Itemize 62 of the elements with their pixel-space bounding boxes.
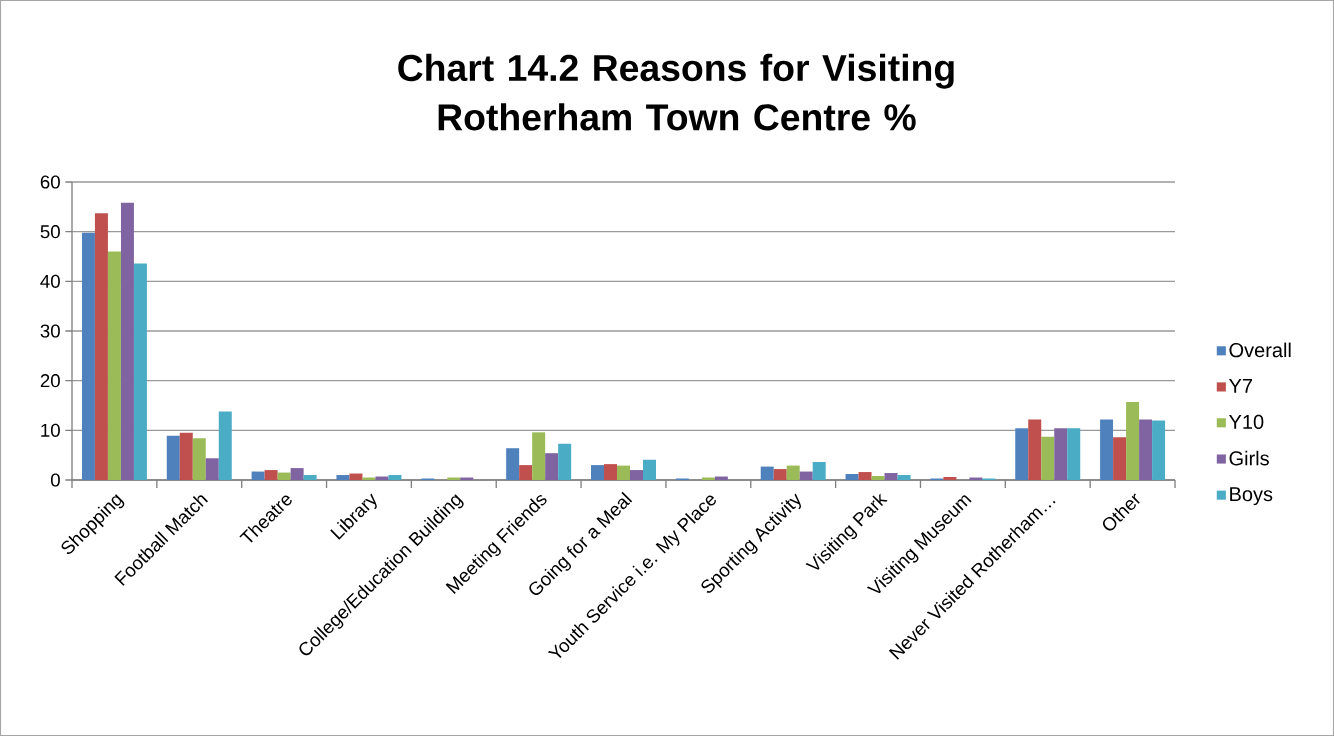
bar (519, 465, 533, 480)
y-tick-label: 10 (41, 423, 60, 437)
bar (1139, 419, 1153, 480)
bar (192, 438, 206, 480)
bar (1028, 419, 1042, 480)
bar (591, 465, 605, 480)
bar (884, 473, 898, 480)
bar (545, 453, 559, 480)
bar (107, 251, 121, 480)
legend-label: Girls (1229, 450, 1269, 466)
bar (1054, 428, 1068, 480)
bar (1152, 420, 1166, 480)
bar (1015, 428, 1029, 480)
bar (251, 471, 265, 480)
bar (205, 458, 219, 480)
legend-label: Y7 (1228, 379, 1253, 393)
bar (506, 448, 520, 480)
bar (290, 468, 304, 480)
bar (773, 469, 787, 480)
y-tick-label: 60 (40, 175, 60, 189)
legend-label: Y10 (1228, 414, 1264, 429)
bar (760, 466, 774, 480)
y-tick-label: 0 (50, 473, 60, 487)
bar (336, 475, 350, 480)
bar (532, 432, 546, 480)
bar (812, 462, 826, 480)
y-tick-label: 40 (40, 274, 60, 288)
bar (120, 202, 134, 480)
bar (277, 472, 291, 480)
bar (264, 470, 278, 480)
legend-label: Boys (1230, 487, 1273, 506)
bar (166, 435, 180, 480)
y-tick-label: 50 (40, 225, 60, 239)
bar (1113, 437, 1127, 480)
bar (630, 470, 644, 480)
legend-label: Overall (1229, 342, 1291, 358)
bar (179, 432, 193, 480)
y-tick-label: 20 (40, 374, 60, 388)
bar (845, 474, 859, 480)
bar (558, 443, 572, 480)
bar (786, 465, 800, 480)
bar (1041, 436, 1055, 480)
y-tick-label: 30 (40, 324, 60, 338)
bar (643, 459, 657, 480)
bar (943, 477, 957, 480)
bar (1100, 419, 1114, 480)
bar (303, 475, 317, 480)
bar (218, 411, 232, 480)
bar (94, 213, 108, 480)
chart-title: Chart 14.2 Reasons for Visiting Rotherham Town Centre % (398, 53, 954, 131)
bar (897, 475, 911, 480)
bar (871, 476, 885, 480)
bar (388, 475, 402, 480)
bar (617, 465, 631, 480)
bar (133, 263, 147, 480)
bar (604, 464, 617, 480)
bar (1126, 402, 1140, 480)
bar (858, 472, 872, 480)
bar (349, 473, 363, 480)
bar (799, 471, 813, 480)
bar (81, 232, 95, 480)
bar (1067, 428, 1081, 480)
